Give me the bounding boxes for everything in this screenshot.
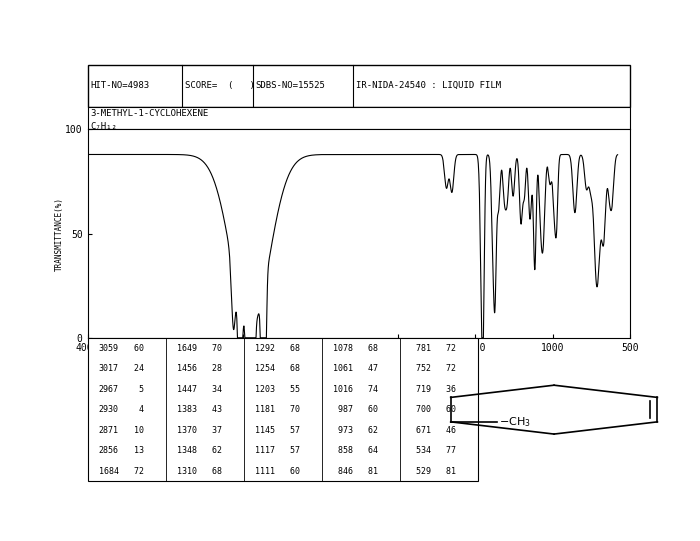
Text: 1310: 1310 bbox=[177, 467, 197, 476]
Text: 10: 10 bbox=[129, 426, 144, 434]
Text: 60: 60 bbox=[441, 405, 456, 414]
Text: 28: 28 bbox=[207, 364, 222, 373]
Text: HIT-NO=4983: HIT-NO=4983 bbox=[90, 81, 149, 90]
Text: 719: 719 bbox=[411, 385, 431, 394]
Text: 72: 72 bbox=[441, 364, 456, 373]
Text: 1649: 1649 bbox=[177, 344, 197, 353]
Text: 2871: 2871 bbox=[99, 426, 119, 434]
Text: 72: 72 bbox=[129, 467, 144, 476]
Text: C₇H₁₂: C₇H₁₂ bbox=[90, 122, 117, 130]
Text: 74: 74 bbox=[363, 385, 378, 394]
Text: 81: 81 bbox=[441, 467, 456, 476]
Text: 37: 37 bbox=[207, 426, 222, 434]
Text: 534: 534 bbox=[411, 446, 431, 455]
Text: 846: 846 bbox=[333, 467, 353, 476]
FancyBboxPatch shape bbox=[88, 338, 478, 481]
Text: 1203: 1203 bbox=[255, 385, 275, 394]
FancyBboxPatch shape bbox=[88, 65, 630, 107]
Text: 752: 752 bbox=[411, 364, 431, 373]
Text: 1117: 1117 bbox=[255, 446, 275, 455]
Text: 2930: 2930 bbox=[99, 405, 119, 414]
Text: 1145: 1145 bbox=[255, 426, 275, 434]
Text: 858: 858 bbox=[333, 446, 353, 455]
Text: 1383: 1383 bbox=[177, 405, 197, 414]
Text: 1370: 1370 bbox=[177, 426, 197, 434]
Text: 671: 671 bbox=[411, 426, 431, 434]
Text: 60: 60 bbox=[363, 405, 378, 414]
Text: 77: 77 bbox=[441, 446, 456, 455]
Text: 46: 46 bbox=[441, 426, 456, 434]
Text: 1447: 1447 bbox=[177, 385, 197, 394]
Text: 68: 68 bbox=[285, 364, 300, 373]
Text: 70: 70 bbox=[285, 405, 300, 414]
Text: 781: 781 bbox=[411, 344, 431, 353]
Text: 24: 24 bbox=[129, 364, 144, 373]
Text: 81: 81 bbox=[363, 467, 378, 476]
Text: SDBS-NO=15525: SDBS-NO=15525 bbox=[256, 81, 326, 90]
Text: 3017: 3017 bbox=[99, 364, 119, 373]
Text: 1111: 1111 bbox=[255, 467, 275, 476]
Y-axis label: TRANSMITTANCE(%): TRANSMITTANCE(%) bbox=[55, 196, 64, 270]
Text: 1348: 1348 bbox=[177, 446, 197, 455]
Text: 60: 60 bbox=[285, 467, 300, 476]
Text: 4: 4 bbox=[129, 405, 144, 414]
Text: 36: 36 bbox=[441, 385, 456, 394]
Text: 68: 68 bbox=[207, 467, 222, 476]
Text: 1016: 1016 bbox=[333, 385, 353, 394]
Text: 13: 13 bbox=[129, 446, 144, 455]
Text: 57: 57 bbox=[285, 446, 300, 455]
Text: 34: 34 bbox=[207, 385, 222, 394]
Text: 2856: 2856 bbox=[99, 446, 119, 455]
Text: 43: 43 bbox=[207, 405, 222, 414]
Text: 1078: 1078 bbox=[333, 344, 353, 353]
Text: 68: 68 bbox=[285, 344, 300, 353]
Text: 68: 68 bbox=[363, 344, 378, 353]
Text: 1292: 1292 bbox=[255, 344, 275, 353]
Text: 2967: 2967 bbox=[99, 385, 119, 394]
Text: 973: 973 bbox=[333, 426, 353, 434]
Text: 70: 70 bbox=[207, 344, 222, 353]
Text: 1061: 1061 bbox=[333, 364, 353, 373]
Text: IR-NIDA-24540 : LIQUID FILM: IR-NIDA-24540 : LIQUID FILM bbox=[356, 81, 501, 90]
Text: 47: 47 bbox=[363, 364, 378, 373]
Text: 5: 5 bbox=[129, 385, 144, 394]
Text: 3-METHYL-1-CYCLOHEXENE: 3-METHYL-1-CYCLOHEXENE bbox=[90, 109, 209, 118]
Text: 64: 64 bbox=[363, 446, 378, 455]
Text: 55: 55 bbox=[285, 385, 300, 394]
Text: 700: 700 bbox=[411, 405, 431, 414]
FancyBboxPatch shape bbox=[88, 107, 630, 129]
Text: 62: 62 bbox=[363, 426, 378, 434]
Text: 1456: 1456 bbox=[177, 364, 197, 373]
Text: 1254: 1254 bbox=[255, 364, 275, 373]
Text: 1684: 1684 bbox=[99, 467, 119, 476]
Text: 987: 987 bbox=[333, 405, 353, 414]
Text: $-$CH$_3$: $-$CH$_3$ bbox=[499, 415, 531, 429]
Text: 1181: 1181 bbox=[255, 405, 275, 414]
X-axis label: WAVENUMBER(-1): WAVENUMBER(-1) bbox=[318, 355, 400, 365]
Text: 529: 529 bbox=[411, 467, 431, 476]
Text: 57: 57 bbox=[285, 426, 300, 434]
Text: 3059: 3059 bbox=[99, 344, 119, 353]
Text: 62: 62 bbox=[207, 446, 222, 455]
Text: 72: 72 bbox=[441, 344, 456, 353]
Text: SCORE=  (   ): SCORE= ( ) bbox=[185, 81, 255, 90]
Text: 60: 60 bbox=[129, 344, 144, 353]
